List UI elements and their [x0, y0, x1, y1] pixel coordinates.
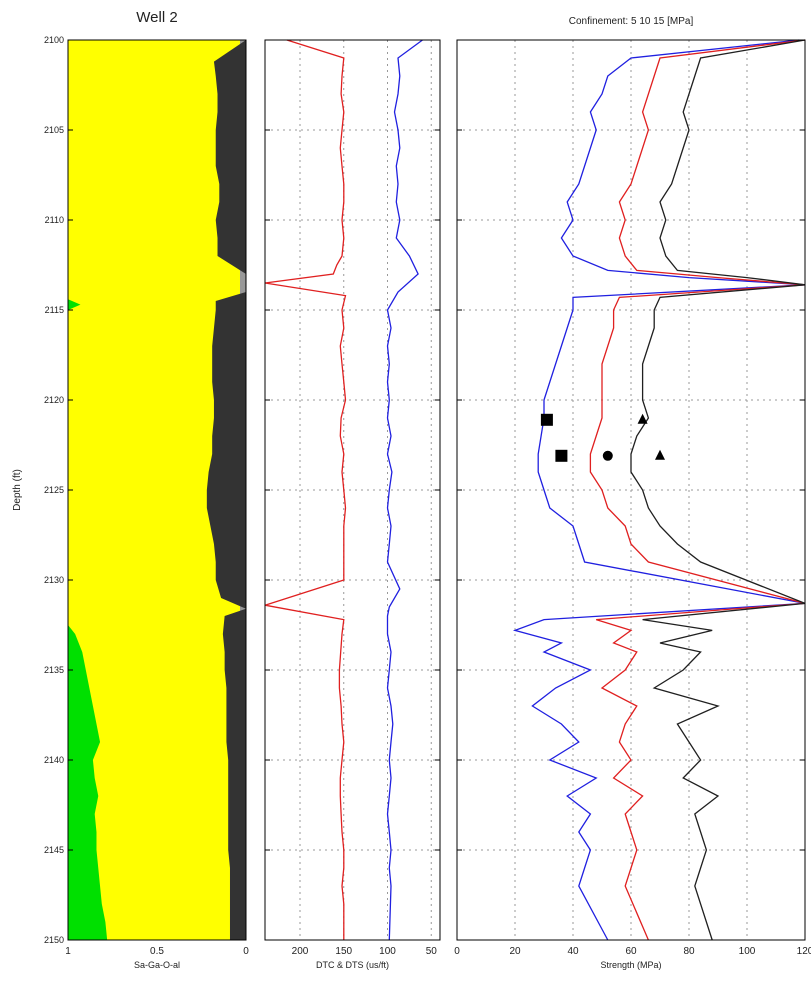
x-tick-label: 80	[683, 946, 695, 957]
panel-3-title: Confinement: 5 10 15 [MPa]	[569, 16, 694, 27]
square-marker	[540, 413, 553, 426]
x-tick-label: 1	[65, 946, 71, 957]
x-tick-label: 60	[625, 946, 637, 957]
panel-2-bg	[265, 40, 440, 940]
triangle-marker	[655, 449, 665, 460]
sand-area-1	[68, 299, 81, 310]
x-tick-label: 50	[426, 946, 438, 957]
y-tick-label: 2135	[44, 665, 64, 675]
panel-1-title: Well 2	[136, 9, 177, 26]
x-tick-label: 100	[739, 946, 756, 957]
y-tick-label: 2150	[44, 935, 64, 945]
panel-1-xlabel: Sa-Ga-O-al	[134, 960, 180, 970]
panel-3-frame	[456, 39, 806, 941]
sand-area-2	[68, 625, 108, 940]
series-line-3	[630, 39, 806, 941]
x-tick-label: 100	[379, 946, 396, 957]
panel-2-xlabel: DTC & DTS (us/ft)	[316, 960, 389, 970]
series-line-2	[386, 39, 423, 941]
y-tick-label: 2125	[44, 485, 64, 495]
y-axis-label: Depth (ft)	[12, 469, 23, 511]
y-tick-label: 2130	[44, 575, 64, 585]
y-tick-label: 2140	[44, 755, 64, 765]
shale-area	[206, 40, 246, 940]
x-tick-label: 200	[292, 946, 309, 957]
square-marker	[555, 449, 568, 462]
y-tick-label: 2120	[44, 395, 64, 405]
x-tick-label: 40	[567, 946, 579, 957]
series-line-1	[512, 39, 806, 941]
x-tick-label: 0	[243, 946, 249, 957]
x-tick-label: 120	[797, 946, 811, 957]
x-tick-label: 0	[454, 946, 460, 957]
panel-2-frame	[264, 39, 441, 941]
x-tick-label: 20	[509, 946, 521, 957]
y-tick-label: 2115	[45, 305, 64, 315]
x-tick-label: 0.5	[150, 946, 164, 957]
x-tick-label: 150	[335, 946, 352, 957]
circle-marker	[602, 450, 613, 461]
y-tick-label: 2100	[44, 35, 64, 45]
y-tick-label: 2110	[45, 215, 64, 225]
triangle-marker	[637, 413, 648, 424]
y-tick-label: 2145	[44, 845, 64, 855]
series-line-2	[589, 39, 806, 941]
series-line-1	[264, 39, 347, 940]
y-tick-label: 2105	[44, 125, 64, 135]
panel-3-xlabel: Strength (MPa)	[600, 960, 661, 970]
